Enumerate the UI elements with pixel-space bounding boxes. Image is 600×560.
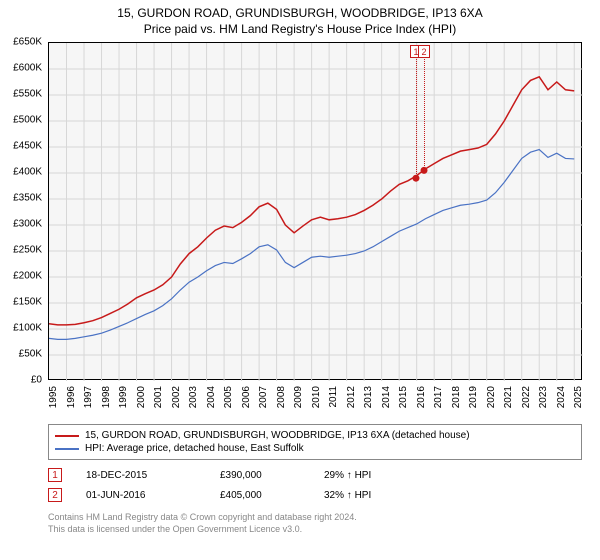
y-tick-label: £450K bbox=[13, 141, 42, 152]
plot-background: 12 bbox=[48, 42, 582, 380]
callout-box: 2 bbox=[418, 45, 430, 58]
title-block: 15, GURDON ROAD, GRUNDISBURGH, WOODBRIDG… bbox=[0, 0, 600, 36]
chart-area: 12 bbox=[48, 42, 582, 380]
x-tick-label: 2014 bbox=[381, 386, 392, 408]
sale-price: £390,000 bbox=[220, 470, 300, 481]
x-tick-label: 1997 bbox=[83, 386, 94, 408]
x-tick-label: 2017 bbox=[433, 386, 444, 408]
sale-date: 01-JUN-2016 bbox=[86, 490, 196, 501]
legend-item: 15, GURDON ROAD, GRUNDISBURGH, WOODBRIDG… bbox=[55, 429, 575, 442]
x-tick-label: 2003 bbox=[188, 386, 199, 408]
x-tick-label: 2020 bbox=[486, 386, 497, 408]
chart-svg bbox=[49, 43, 583, 381]
x-tick-label: 2022 bbox=[521, 386, 532, 408]
y-tick-label: £300K bbox=[13, 219, 42, 230]
sales-rows: 1 18-DEC-2015 £390,000 29% ↑ HPI 2 01-JUN-201… bbox=[48, 465, 582, 505]
x-tick-label: 2025 bbox=[573, 386, 584, 408]
sale-date: 18-DEC-2015 bbox=[86, 470, 196, 481]
y-tick-label: £250K bbox=[13, 245, 42, 256]
legend-label: 15, GURDON ROAD, GRUNDISBURGH, WOODBRIDG… bbox=[85, 430, 470, 441]
x-tick-label: 2011 bbox=[328, 386, 339, 408]
sale-price: £405,000 bbox=[220, 490, 300, 501]
x-tick-label: 2009 bbox=[293, 386, 304, 408]
sale-hpi: 32% ↑ HPI bbox=[324, 490, 424, 501]
callout-line bbox=[416, 57, 417, 178]
x-tick-label: 2019 bbox=[468, 386, 479, 408]
x-tick-label: 2008 bbox=[276, 386, 287, 408]
chart-container: 15, GURDON ROAD, GRUNDISBURGH, WOODBRIDG… bbox=[0, 0, 600, 560]
x-tick-label: 2024 bbox=[556, 386, 567, 408]
x-tick-label: 1999 bbox=[118, 386, 129, 408]
footer: Contains HM Land Registry data © Crown c… bbox=[48, 512, 582, 535]
sale-row: 2 01-JUN-2016 £405,000 32% ↑ HPI bbox=[48, 485, 582, 505]
x-tick-label: 2018 bbox=[451, 386, 462, 408]
y-tick-label: £200K bbox=[13, 271, 42, 282]
x-tick-label: 2007 bbox=[258, 386, 269, 408]
footer-line2: This data is licensed under the Open Gov… bbox=[48, 524, 582, 536]
x-tick-label: 2021 bbox=[503, 386, 514, 408]
title-sub: Price paid vs. HM Land Registry's House … bbox=[0, 22, 600, 36]
y-tick-label: £400K bbox=[13, 167, 42, 178]
callout-line bbox=[424, 57, 425, 170]
x-tick-label: 2006 bbox=[241, 386, 252, 408]
x-tick-label: 2005 bbox=[223, 386, 234, 408]
x-axis: 1995 1996 1997 1998 1999 2000 2001 2002 2003 2004… bbox=[48, 382, 582, 422]
grid-group bbox=[49, 43, 583, 381]
x-tick-label: 2023 bbox=[538, 386, 549, 408]
x-tick-label: 2015 bbox=[398, 386, 409, 408]
x-tick-label: 2001 bbox=[153, 386, 164, 408]
y-tick-label: £0 bbox=[31, 375, 42, 386]
footer-line1: Contains HM Land Registry data © Crown c… bbox=[48, 512, 582, 524]
title-main: 15, GURDON ROAD, GRUNDISBURGH, WOODBRIDG… bbox=[0, 6, 600, 20]
x-tick-label: 2004 bbox=[206, 386, 217, 408]
y-tick-label: £600K bbox=[13, 63, 42, 74]
y-tick-label: £650K bbox=[13, 37, 42, 48]
legend-swatch bbox=[55, 435, 79, 437]
y-tick-label: £150K bbox=[13, 297, 42, 308]
x-tick-label: 2012 bbox=[346, 386, 357, 408]
legend-swatch bbox=[55, 448, 79, 450]
sale-hpi: 29% ↑ HPI bbox=[324, 470, 424, 481]
legend-box: 15, GURDON ROAD, GRUNDISBURGH, WOODBRIDG… bbox=[48, 424, 582, 460]
y-tick-label: £550K bbox=[13, 89, 42, 100]
sale-row: 1 18-DEC-2015 £390,000 29% ↑ HPI bbox=[48, 465, 582, 485]
y-tick-label: £100K bbox=[13, 323, 42, 334]
y-tick-label: £350K bbox=[13, 193, 42, 204]
y-tick-label: £500K bbox=[13, 115, 42, 126]
x-tick-label: 2000 bbox=[136, 386, 147, 408]
x-tick-label: 1995 bbox=[48, 386, 59, 408]
sale-marker-box: 1 bbox=[48, 468, 62, 482]
x-tick-label: 1998 bbox=[101, 386, 112, 408]
y-axis: £0£50K£100K£150K£200K£250K£300K£350K£400… bbox=[0, 42, 46, 380]
sale-marker-box: 2 bbox=[48, 488, 62, 502]
marker-group bbox=[412, 167, 427, 182]
legend-item: HPI: Average price, detached house, East… bbox=[55, 442, 575, 455]
x-tick-label: 1996 bbox=[66, 386, 77, 408]
legend-label: HPI: Average price, detached house, East… bbox=[85, 443, 304, 454]
x-tick-label: 2002 bbox=[171, 386, 182, 408]
y-tick-label: £50K bbox=[19, 349, 42, 360]
x-tick-label: 2016 bbox=[416, 386, 427, 408]
x-tick-label: 2010 bbox=[311, 386, 322, 408]
x-tick-label: 2013 bbox=[363, 386, 374, 408]
